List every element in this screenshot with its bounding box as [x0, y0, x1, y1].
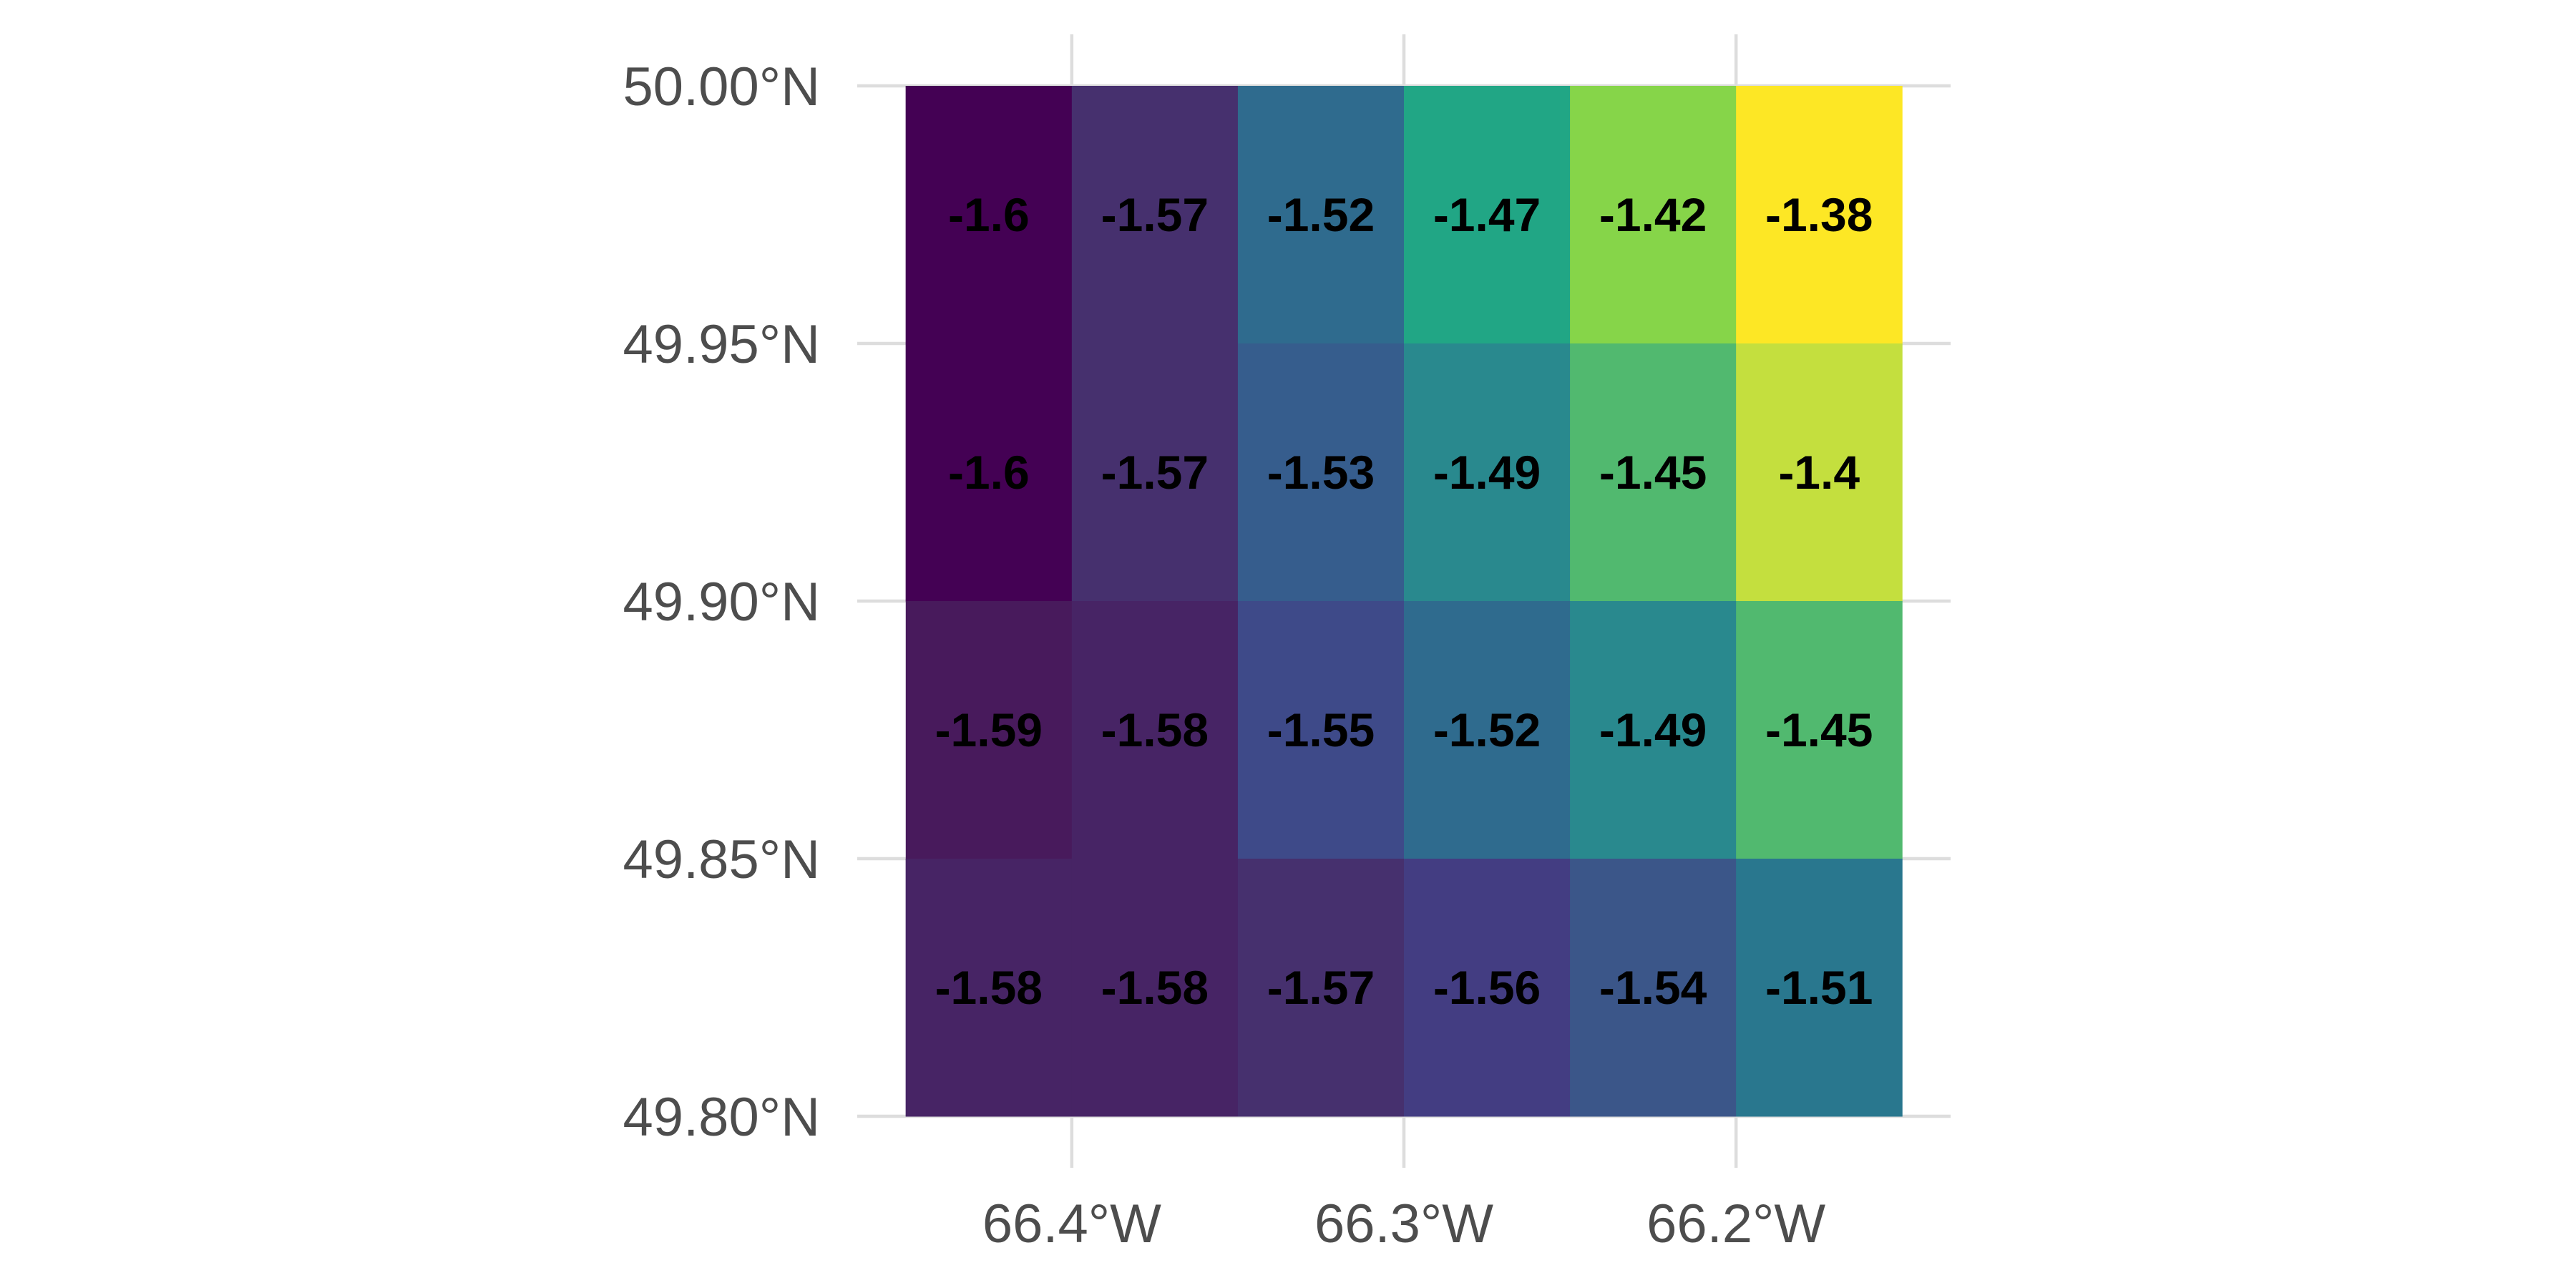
heatmap-cell-17	[1237, 601, 1405, 859]
heatmap-cell-19	[1570, 601, 1737, 859]
heatmap-cell-24	[1404, 859, 1571, 1117]
heatmap-cell-14	[1736, 343, 1903, 602]
y-axis-tick-labels: 50.00°N 49.95°N 49.90°N 49.85°N 49.80°N	[623, 57, 820, 1148]
x-axis-tick-labels: 66.4°W 66.3°W 66.2°W	[982, 1194, 1826, 1254]
cell-value-label-18: -1.52	[1433, 703, 1541, 756]
cell-value-label-17: -1.55	[1267, 703, 1375, 756]
heatmap-cell-21	[905, 859, 1073, 1117]
heatmap-cell-8	[1736, 86, 1903, 344]
cell-value-label-26: -1.51	[1765, 961, 1873, 1014]
y-tick-label-1: 49.95°N	[623, 314, 820, 375]
heatmap-cell-9	[905, 343, 1073, 602]
cell-value-labels: -1.6 -1.57 -1.52 -1.47 -1.42 -1.38 -1.6 -1.57 -1…	[935, 188, 1873, 1014]
heatmap-cell-15	[905, 601, 1073, 859]
cell-value-label-15: -1.59	[935, 703, 1043, 756]
cell-value-label-19: -1.49	[1599, 703, 1707, 756]
cell-value-label-25: -1.54	[1599, 961, 1707, 1014]
cell-value-label-11: -1.53	[1267, 446, 1375, 499]
heatmap-cell-16	[1071, 601, 1239, 859]
cell-value-label-5: -1.52	[1267, 188, 1375, 241]
heatmap-cell-26	[1736, 859, 1903, 1117]
cell-value-label-8: -1.38	[1765, 188, 1873, 241]
cell-value-label-20: -1.45	[1765, 703, 1873, 756]
heatmap-cell-22	[1071, 859, 1239, 1117]
x-tick-label-0: 66.4°W	[982, 1194, 1161, 1254]
heatmap-cell-25	[1570, 859, 1737, 1117]
y-tick-label-2: 49.90°N	[623, 572, 820, 633]
y-tick-label-4: 49.80°N	[623, 1087, 820, 1148]
heatmap-cell-10	[1071, 343, 1239, 602]
heatmap-cell-7	[1570, 86, 1737, 344]
cell-value-label-7: -1.42	[1599, 188, 1707, 241]
cell-value-label-4: -1.57	[1101, 188, 1209, 241]
y-tick-label-0: 50.00°N	[623, 57, 820, 117]
x-tick-label-1: 66.3°W	[1314, 1194, 1493, 1254]
heatmap-cell-23	[1237, 859, 1405, 1117]
cell-value-label-21: -1.58	[935, 961, 1043, 1014]
heatmap-cell-3	[905, 86, 1073, 344]
x-tick-label-2: 66.2°W	[1646, 1194, 1825, 1254]
cell-value-label-24: -1.56	[1433, 961, 1541, 1014]
heatmap-cells	[905, 86, 1903, 1117]
cell-value-label-13: -1.45	[1599, 446, 1707, 499]
heatmap-cell-18	[1404, 601, 1571, 859]
cell-value-label-23: -1.57	[1267, 961, 1375, 1014]
cell-value-label-3: -1.6	[948, 188, 1030, 241]
heatmap-cell-4	[1071, 86, 1239, 344]
heatmap-cell-5	[1237, 86, 1405, 344]
cell-value-label-16: -1.58	[1101, 703, 1209, 756]
heatmap-cell-13	[1570, 343, 1737, 602]
heatmap-cell-6	[1404, 86, 1571, 344]
cell-value-label-10: -1.57	[1101, 446, 1209, 499]
cell-value-label-14: -1.4	[1778, 446, 1860, 499]
cell-value-label-9: -1.6	[948, 446, 1030, 499]
heatmap-cell-12	[1404, 343, 1571, 602]
cell-value-label-6: -1.47	[1433, 188, 1541, 241]
cell-value-label-12: -1.49	[1433, 446, 1541, 499]
heatmap-cell-20	[1736, 601, 1903, 859]
y-tick-label-3: 49.85°N	[623, 829, 820, 890]
cell-value-label-22: -1.58	[1101, 961, 1209, 1014]
heatmap-cell-11	[1237, 343, 1405, 602]
